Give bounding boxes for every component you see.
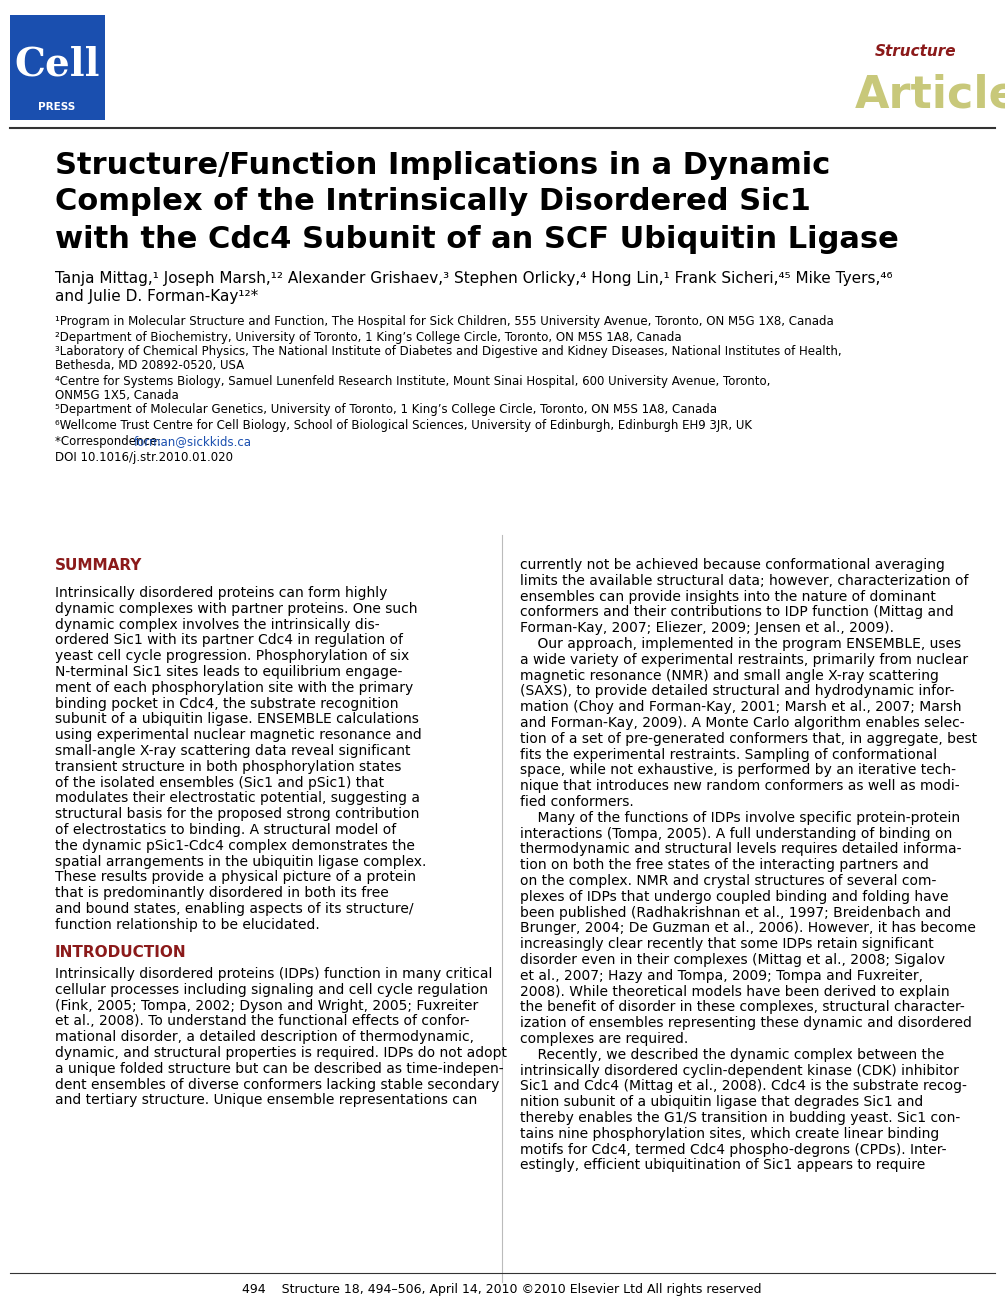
Text: ONM5G 1X5, Canada: ONM5G 1X5, Canada bbox=[55, 389, 179, 402]
Text: INTRODUCTION: INTRODUCTION bbox=[55, 945, 187, 960]
Text: These results provide a physical picture of a protein: These results provide a physical picture… bbox=[55, 870, 416, 885]
Text: cellular processes including signaling and cell cycle regulation: cellular processes including signaling a… bbox=[55, 983, 488, 997]
Text: conformers and their contributions to IDP function (Mittag and: conformers and their contributions to ID… bbox=[520, 606, 954, 620]
Text: and tertiary structure. Unique ensemble representations can: and tertiary structure. Unique ensemble … bbox=[55, 1094, 477, 1108]
Text: function relationship to be elucidated.: function relationship to be elucidated. bbox=[55, 917, 320, 932]
Text: nique that introduces new random conformers as well as modi-: nique that introduces new random conform… bbox=[520, 779, 960, 793]
Text: of the isolated ensembles (Sic1 and pSic1) that: of the isolated ensembles (Sic1 and pSic… bbox=[55, 775, 384, 790]
Text: disorder even in their complexes (Mittag et al., 2008; Sigalov: disorder even in their complexes (Mittag… bbox=[520, 953, 945, 967]
Text: dynamic complexes with partner proteins. One such: dynamic complexes with partner proteins.… bbox=[55, 602, 417, 616]
Text: that is predominantly disordered in both its free: that is predominantly disordered in both… bbox=[55, 886, 389, 900]
Text: interactions (Tompa, 2005). A full understanding of binding on: interactions (Tompa, 2005). A full under… bbox=[520, 826, 953, 840]
Text: transient structure in both phosphorylation states: transient structure in both phosphorylat… bbox=[55, 760, 401, 774]
Text: ensembles can provide insights into the nature of dominant: ensembles can provide insights into the … bbox=[520, 590, 936, 604]
Text: tion of a set of pre-generated conformers that, in aggregate, best: tion of a set of pre-generated conformer… bbox=[520, 732, 977, 745]
Text: Sic1 and Cdc4 (Mittag et al., 2008). Cdc4 is the substrate recog-: Sic1 and Cdc4 (Mittag et al., 2008). Cdc… bbox=[520, 1079, 967, 1094]
Text: thermodynamic and structural levels requires detailed informa-: thermodynamic and structural levels requ… bbox=[520, 843, 962, 856]
Text: and Julie D. Forman-Kay¹²*: and Julie D. Forman-Kay¹²* bbox=[55, 290, 258, 304]
Text: ¹Program in Molecular Structure and Function, The Hospital for Sick Children, 55: ¹Program in Molecular Structure and Func… bbox=[55, 316, 834, 329]
Text: of electrostatics to binding. A structural model of: of electrostatics to binding. A structur… bbox=[55, 823, 396, 837]
Text: (Fink, 2005; Tompa, 2002; Dyson and Wright, 2005; Fuxreiter: (Fink, 2005; Tompa, 2002; Dyson and Wrig… bbox=[55, 998, 478, 1013]
Text: the benefit of disorder in these complexes, structural character-: the benefit of disorder in these complex… bbox=[520, 1001, 965, 1014]
Text: been published (Radhakrishnan et al., 1997; Breidenbach and: been published (Radhakrishnan et al., 19… bbox=[520, 906, 952, 920]
Text: forman@sickkids.ca: forman@sickkids.ca bbox=[134, 436, 251, 449]
Text: binding pocket in Cdc4, the substrate recognition: binding pocket in Cdc4, the substrate re… bbox=[55, 697, 399, 711]
Text: ³Laboratory of Chemical Physics, The National Institute of Diabetes and Digestiv: ³Laboratory of Chemical Physics, The Nat… bbox=[55, 346, 841, 359]
Text: mational disorder, a detailed description of thermodynamic,: mational disorder, a detailed descriptio… bbox=[55, 1030, 474, 1044]
Text: plexes of IDPs that undergo coupled binding and folding have: plexes of IDPs that undergo coupled bind… bbox=[520, 890, 949, 904]
Text: increasingly clear recently that some IDPs retain significant: increasingly clear recently that some ID… bbox=[520, 937, 934, 951]
Text: ⁵Department of Molecular Genetics, University of Toronto, 1 King’s College Circl: ⁵Department of Molecular Genetics, Unive… bbox=[55, 403, 717, 416]
Text: structural basis for the proposed strong contribution: structural basis for the proposed strong… bbox=[55, 808, 419, 821]
Text: magnetic resonance (NMR) and small angle X-ray scattering: magnetic resonance (NMR) and small angle… bbox=[520, 668, 939, 683]
Text: ⁴Centre for Systems Biology, Samuel Lunenfeld Research Institute, Mount Sinai Ho: ⁴Centre for Systems Biology, Samuel Lune… bbox=[55, 375, 771, 388]
Text: complexes are required.: complexes are required. bbox=[520, 1032, 688, 1047]
Text: and Forman-Kay, 2009). A Monte Carlo algorithm enables selec-: and Forman-Kay, 2009). A Monte Carlo alg… bbox=[520, 716, 965, 729]
Text: dynamic, and structural properties is required. IDPs do not adopt: dynamic, and structural properties is re… bbox=[55, 1047, 507, 1060]
Text: Cell: Cell bbox=[14, 46, 99, 84]
Text: Complex of the Intrinsically Disordered Sic1: Complex of the Intrinsically Disordered … bbox=[55, 188, 811, 217]
Text: thereby enables the G1/S transition in budding yeast. Sic1 con-: thereby enables the G1/S transition in b… bbox=[520, 1111, 960, 1125]
Text: tains nine phosphorylation sites, which create linear binding: tains nine phosphorylation sites, which … bbox=[520, 1126, 940, 1141]
Text: Forman-Kay, 2007; Eliezer, 2009; Jensen et al., 2009).: Forman-Kay, 2007; Eliezer, 2009; Jensen … bbox=[520, 621, 894, 636]
Text: using experimental nuclear magnetic resonance and: using experimental nuclear magnetic reso… bbox=[55, 728, 422, 743]
Text: dent ensembles of diverse conformers lacking stable secondary: dent ensembles of diverse conformers lac… bbox=[55, 1078, 499, 1091]
Text: space, while not exhaustive, is performed by an iterative tech-: space, while not exhaustive, is performe… bbox=[520, 763, 956, 778]
Text: subunit of a ubiquitin ligase. ENSEMBLE calculations: subunit of a ubiquitin ligase. ENSEMBLE … bbox=[55, 713, 419, 727]
Text: 494    Structure 18, 494–506, April 14, 2010 ©2010 Elsevier Ltd All rights reser: 494 Structure 18, 494–506, April 14, 201… bbox=[242, 1283, 762, 1296]
Text: limits the available structural data; however, characterization of: limits the available structural data; ho… bbox=[520, 574, 969, 587]
Text: currently not be achieved because conformational averaging: currently not be achieved because confor… bbox=[520, 559, 945, 572]
Text: tion on both the free states of the interacting partners and: tion on both the free states of the inte… bbox=[520, 859, 929, 872]
Text: Intrinsically disordered proteins (IDPs) function in many critical: Intrinsically disordered proteins (IDPs)… bbox=[55, 967, 492, 981]
Text: Brunger, 2004; De Guzman et al., 2006). However, it has become: Brunger, 2004; De Guzman et al., 2006). … bbox=[520, 921, 976, 936]
Text: fits the experimental restraints. Sampling of conformational: fits the experimental restraints. Sampli… bbox=[520, 748, 937, 762]
Text: et al., 2008). To understand the functional effects of confor-: et al., 2008). To understand the functio… bbox=[55, 1014, 469, 1028]
Text: on the complex. NMR and crystal structures of several com-: on the complex. NMR and crystal structur… bbox=[520, 874, 937, 887]
Text: N-terminal Sic1 sites leads to equilibrium engage-: N-terminal Sic1 sites leads to equilibri… bbox=[55, 666, 402, 679]
Text: Structure: Structure bbox=[875, 44, 957, 60]
Text: et al., 2007; Hazy and Tompa, 2009; Tompa and Fuxreiter,: et al., 2007; Hazy and Tompa, 2009; Tomp… bbox=[520, 968, 923, 983]
Text: Recently, we described the dynamic complex between the: Recently, we described the dynamic compl… bbox=[520, 1048, 945, 1062]
Text: fied conformers.: fied conformers. bbox=[520, 795, 634, 809]
Text: (SAXS), to provide detailed structural and hydrodynamic infor-: (SAXS), to provide detailed structural a… bbox=[520, 684, 955, 698]
Text: ization of ensembles representing these dynamic and disordered: ization of ensembles representing these … bbox=[520, 1017, 972, 1030]
Text: dynamic complex involves the intrinsically dis-: dynamic complex involves the intrinsical… bbox=[55, 617, 380, 632]
Text: Our approach, implemented in the program ENSEMBLE, uses: Our approach, implemented in the program… bbox=[520, 637, 961, 651]
Text: Intrinsically disordered proteins can form highly: Intrinsically disordered proteins can fo… bbox=[55, 586, 387, 600]
Text: and bound states, enabling aspects of its structure/: and bound states, enabling aspects of it… bbox=[55, 902, 413, 916]
Text: ⁶Wellcome Trust Centre for Cell Biology, School of Biological Sciences, Universi: ⁶Wellcome Trust Centre for Cell Biology,… bbox=[55, 419, 752, 432]
Text: Article: Article bbox=[855, 73, 1005, 116]
Text: with the Cdc4 Subunit of an SCF Ubiquitin Ligase: with the Cdc4 Subunit of an SCF Ubiquiti… bbox=[55, 224, 898, 253]
Text: nition subunit of a ubiquitin ligase that degrades Sic1 and: nition subunit of a ubiquitin ligase tha… bbox=[520, 1095, 924, 1109]
Text: *Correspondence:: *Correspondence: bbox=[55, 436, 165, 449]
Text: SUMMARY: SUMMARY bbox=[55, 559, 143, 573]
Text: spatial arrangements in the ubiquitin ligase complex.: spatial arrangements in the ubiquitin li… bbox=[55, 855, 426, 869]
Text: the dynamic pSic1-Cdc4 complex demonstrates the: the dynamic pSic1-Cdc4 complex demonstra… bbox=[55, 839, 415, 852]
Text: ment of each phosphorylation site with the primary: ment of each phosphorylation site with t… bbox=[55, 681, 413, 694]
Text: a unique folded structure but can be described as time-indepen-: a unique folded structure but can be des… bbox=[55, 1062, 504, 1075]
Text: DOI 10.1016/j.str.2010.01.020: DOI 10.1016/j.str.2010.01.020 bbox=[55, 450, 233, 463]
Text: 2008). While theoretical models have been derived to explain: 2008). While theoretical models have bee… bbox=[520, 984, 950, 998]
Text: intrinsically disordered cyclin-dependent kinase (CDK) inhibitor: intrinsically disordered cyclin-dependen… bbox=[520, 1064, 959, 1078]
Text: small-angle X-ray scattering data reveal significant: small-angle X-ray scattering data reveal… bbox=[55, 744, 410, 758]
Text: ordered Sic1 with its partner Cdc4 in regulation of: ordered Sic1 with its partner Cdc4 in re… bbox=[55, 633, 403, 647]
Text: modulates their electrostatic potential, suggesting a: modulates their electrostatic potential,… bbox=[55, 791, 420, 805]
Text: Bethesda, MD 20892-0520, USA: Bethesda, MD 20892-0520, USA bbox=[55, 359, 244, 372]
Text: mation (Choy and Forman-Kay, 2001; Marsh et al., 2007; Marsh: mation (Choy and Forman-Kay, 2001; Marsh… bbox=[520, 701, 962, 714]
FancyBboxPatch shape bbox=[10, 14, 105, 120]
Text: PRESS: PRESS bbox=[38, 102, 75, 112]
Text: Structure/Function Implications in a Dynamic: Structure/Function Implications in a Dyn… bbox=[55, 150, 830, 180]
Text: estingly, efficient ubiquitination of Sic1 appears to require: estingly, efficient ubiquitination of Si… bbox=[520, 1159, 926, 1172]
Text: a wide variety of experimental restraints, primarily from nuclear: a wide variety of experimental restraint… bbox=[520, 652, 968, 667]
Text: yeast cell cycle progression. Phosphorylation of six: yeast cell cycle progression. Phosphoryl… bbox=[55, 649, 409, 663]
Text: Tanja Mittag,¹ Joseph Marsh,¹² Alexander Grishaev,³ Stephen Orlicky,⁴ Hong Lin,¹: Tanja Mittag,¹ Joseph Marsh,¹² Alexander… bbox=[55, 270, 892, 286]
Text: Many of the functions of IDPs involve specific protein-protein: Many of the functions of IDPs involve sp… bbox=[520, 810, 960, 825]
Text: ²Department of Biochemistry, University of Toronto, 1 King’s College Circle, Tor: ²Department of Biochemistry, University … bbox=[55, 330, 681, 343]
Text: motifs for Cdc4, termed Cdc4 phospho-degrons (CPDs). Inter-: motifs for Cdc4, termed Cdc4 phospho-deg… bbox=[520, 1143, 947, 1156]
